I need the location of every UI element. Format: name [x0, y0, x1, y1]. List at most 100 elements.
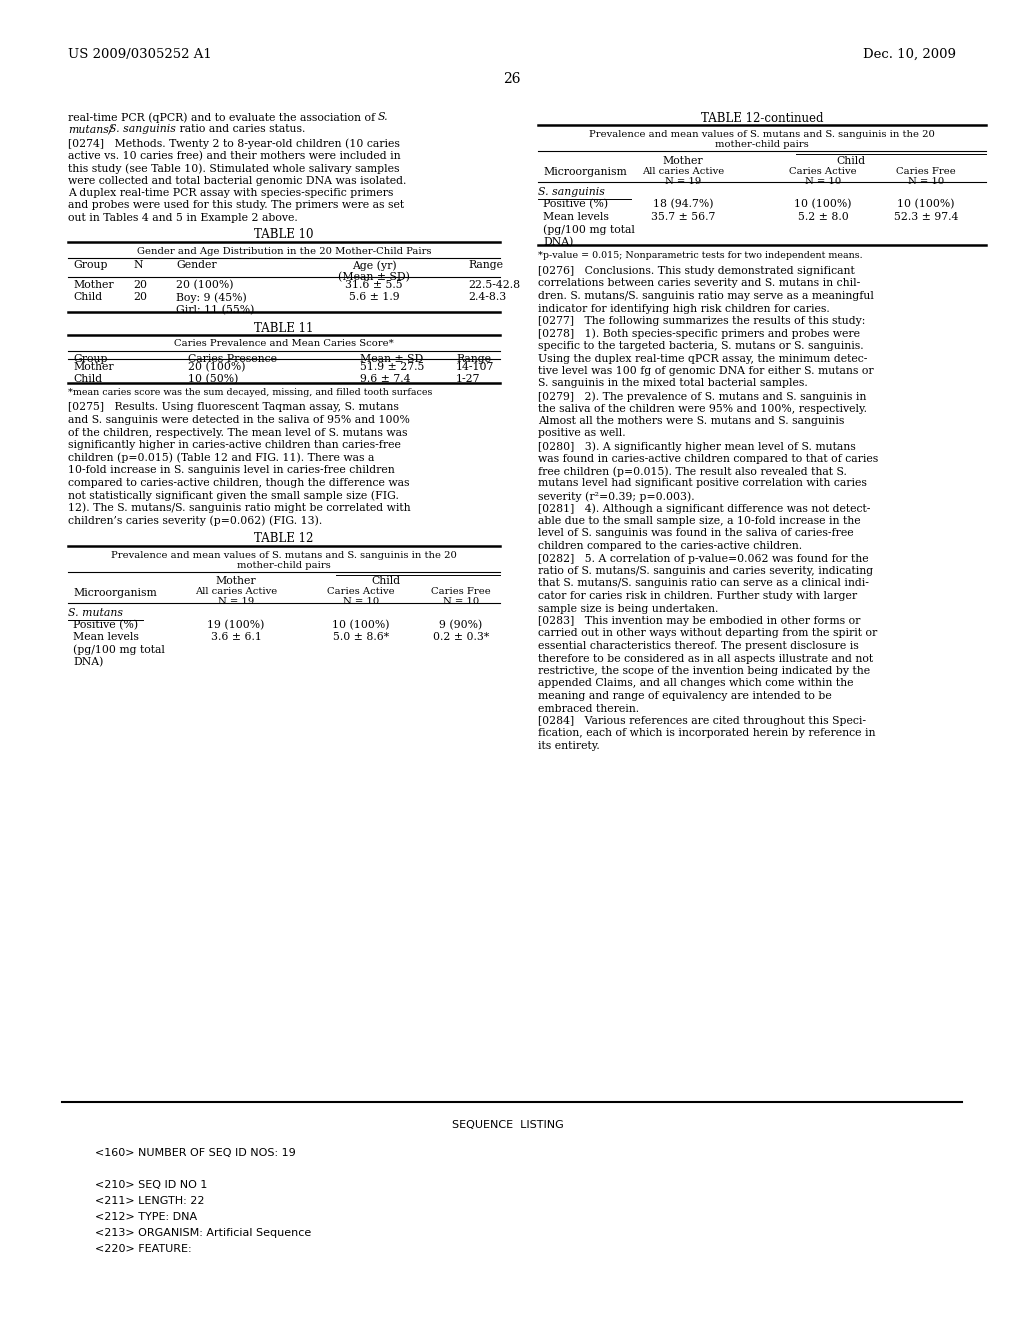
- Text: (Mean ± SD): (Mean ± SD): [338, 272, 410, 281]
- Text: (pg/100 mg total: (pg/100 mg total: [73, 644, 165, 655]
- Text: Child: Child: [73, 292, 102, 302]
- Text: cator for caries risk in children. Further study with larger: cator for caries risk in children. Furth…: [538, 591, 857, 601]
- Text: children’s caries severity (p=0.062) (FIG. 13).: children’s caries severity (p=0.062) (FI…: [68, 515, 323, 525]
- Text: Mother: Mother: [73, 280, 114, 289]
- Text: [0281]   4). Although a significant difference was not detect-: [0281] 4). Although a significant differ…: [538, 503, 870, 513]
- Text: <212> TYPE: DNA: <212> TYPE: DNA: [95, 1212, 198, 1222]
- Text: ratio of S. mutans/S. sanguinis and caries severity, indicating: ratio of S. mutans/S. sanguinis and cari…: [538, 566, 873, 576]
- Text: ratio and caries status.: ratio and caries status.: [176, 124, 305, 135]
- Text: TABLE 11: TABLE 11: [254, 322, 313, 334]
- Text: Prevalence and mean values of S. mutans and S. sanguinis in the 20: Prevalence and mean values of S. mutans …: [589, 129, 935, 139]
- Text: Caries Presence: Caries Presence: [188, 354, 278, 363]
- Text: Girl: 11 (55%): Girl: 11 (55%): [176, 305, 254, 314]
- Text: Caries Free: Caries Free: [896, 168, 955, 176]
- Text: significantly higher in caries-active children than caries-free: significantly higher in caries-active ch…: [68, 440, 400, 450]
- Text: free children (p=0.015). The result also revealed that S.: free children (p=0.015). The result also…: [538, 466, 847, 477]
- Text: DNA): DNA): [73, 657, 103, 668]
- Text: 51.9 ± 27.5: 51.9 ± 27.5: [360, 362, 424, 371]
- Text: meaning and range of equivalency are intended to be: meaning and range of equivalency are int…: [538, 690, 831, 701]
- Text: 12). The S. mutans/S. sanguinis ratio might be correlated with: 12). The S. mutans/S. sanguinis ratio mi…: [68, 503, 411, 513]
- Text: not statistically significant given the small sample size (FIG.: not statistically significant given the …: [68, 490, 399, 500]
- Text: Mean ± SD: Mean ± SD: [360, 354, 423, 363]
- Text: 9 (90%): 9 (90%): [439, 619, 482, 630]
- Text: DNA): DNA): [543, 236, 573, 247]
- Text: Positive (%): Positive (%): [73, 619, 138, 630]
- Text: Caries Active: Caries Active: [790, 168, 857, 176]
- Text: <220> FEATURE:: <220> FEATURE:: [95, 1243, 191, 1254]
- Text: Range: Range: [456, 354, 490, 363]
- Text: S.: S.: [378, 112, 389, 121]
- Text: TABLE 10: TABLE 10: [254, 228, 313, 242]
- Text: Range: Range: [468, 260, 503, 271]
- Text: children (p=0.015) (Table 12 and FIG. 11). There was a: children (p=0.015) (Table 12 and FIG. 11…: [68, 453, 375, 463]
- Text: mother-child pairs: mother-child pairs: [238, 561, 331, 569]
- Text: was found in caries-active children compared to that of caries: was found in caries-active children comp…: [538, 454, 879, 463]
- Text: Child: Child: [73, 374, 102, 384]
- Text: mutans level had significant positive correlation with caries: mutans level had significant positive co…: [538, 479, 867, 488]
- Text: <213> ORGANISM: Artificial Sequence: <213> ORGANISM: Artificial Sequence: [95, 1228, 311, 1238]
- Text: 10 (100%): 10 (100%): [897, 199, 954, 210]
- Text: 10 (100%): 10 (100%): [795, 199, 852, 210]
- Text: real-time PCR (qPCR) and to evaluate the association of: real-time PCR (qPCR) and to evaluate the…: [68, 112, 379, 123]
- Text: 10 (100%): 10 (100%): [332, 619, 390, 630]
- Text: Gender and Age Distribution in the 20 Mother-Child Pairs: Gender and Age Distribution in the 20 Mo…: [137, 247, 431, 256]
- Text: able due to the small sample size, a 10-fold increase in the: able due to the small sample size, a 10-…: [538, 516, 860, 525]
- Text: dren. S. mutans/S. sanguinis ratio may serve as a meaningful: dren. S. mutans/S. sanguinis ratio may s…: [538, 290, 873, 301]
- Text: 26: 26: [503, 73, 521, 86]
- Text: [0274]   Methods. Twenty 2 to 8-year-old children (10 caries: [0274] Methods. Twenty 2 to 8-year-old c…: [68, 139, 400, 149]
- Text: [0282]   5. A correlation of p-value=0.062 was found for the: [0282] 5. A correlation of p-value=0.062…: [538, 553, 868, 564]
- Text: and S. sanguinis were detected in the saliva of 95% and 100%: and S. sanguinis were detected in the sa…: [68, 414, 410, 425]
- Text: 0.2 ± 0.3*: 0.2 ± 0.3*: [433, 632, 489, 642]
- Text: children compared to the caries-active children.: children compared to the caries-active c…: [538, 541, 802, 550]
- Text: Age (yr): Age (yr): [351, 260, 396, 271]
- Text: 31.6 ± 5.5: 31.6 ± 5.5: [345, 280, 402, 289]
- Text: All caries Active: All caries Active: [195, 587, 278, 597]
- Text: [0278]   1). Both species-specific primers and probes were: [0278] 1). Both species-specific primers…: [538, 329, 860, 339]
- Text: carried out in other ways without departing from the spirit or: carried out in other ways without depart…: [538, 628, 878, 639]
- Text: 20 (100%): 20 (100%): [188, 362, 246, 372]
- Text: 5.6 ± 1.9: 5.6 ± 1.9: [349, 292, 399, 302]
- Text: specific to the targeted bacteria, S. mutans or S. sanguinis.: specific to the targeted bacteria, S. mu…: [538, 341, 863, 351]
- Text: mutans/: mutans/: [68, 124, 113, 135]
- Text: N = 10: N = 10: [805, 177, 841, 186]
- Text: Mother: Mother: [663, 156, 703, 166]
- Text: All caries Active: All caries Active: [642, 168, 724, 176]
- Text: compared to caries-active children, though the difference was: compared to caries-active children, thou…: [68, 478, 410, 487]
- Text: active vs. 10 caries free) and their mothers were included in: active vs. 10 caries free) and their mot…: [68, 150, 400, 161]
- Text: 5.0 ± 8.6*: 5.0 ± 8.6*: [333, 632, 389, 642]
- Text: its entirety.: its entirety.: [538, 741, 600, 751]
- Text: fication, each of which is incorporated herein by reference in: fication, each of which is incorporated …: [538, 729, 876, 738]
- Text: [0279]   2). The prevalence of S. mutans and S. sanguinis in: [0279] 2). The prevalence of S. mutans a…: [538, 391, 866, 401]
- Text: Mother: Mother: [216, 577, 256, 586]
- Text: 10-fold increase in S. sanguinis level in caries-free children: 10-fold increase in S. sanguinis level i…: [68, 465, 394, 475]
- Text: 10 (50%): 10 (50%): [188, 374, 239, 384]
- Text: Dec. 10, 2009: Dec. 10, 2009: [863, 48, 956, 61]
- Text: Almost all the mothers were S. mutans and S. sanguinis: Almost all the mothers were S. mutans an…: [538, 416, 845, 426]
- Text: N = 19: N = 19: [665, 177, 701, 186]
- Text: 52.3 ± 97.4: 52.3 ± 97.4: [894, 211, 958, 222]
- Text: S. mutans: S. mutans: [68, 607, 123, 618]
- Text: N = 10: N = 10: [343, 598, 379, 606]
- Text: 19 (100%): 19 (100%): [207, 619, 264, 630]
- Text: correlations between caries severity and S. mutans in chil-: correlations between caries severity and…: [538, 279, 860, 289]
- Text: 9.6 ± 7.4: 9.6 ± 7.4: [360, 374, 411, 384]
- Text: therefore to be considered as in all aspects illustrate and not: therefore to be considered as in all asp…: [538, 653, 873, 664]
- Text: out in Tables 4 and 5 in Example 2 above.: out in Tables 4 and 5 in Example 2 above…: [68, 213, 298, 223]
- Text: [0275]   Results. Using fluorescent Taqman assay, S. mutans: [0275] Results. Using fluorescent Taqman…: [68, 403, 399, 412]
- Text: [0280]   3). A significantly higher mean level of S. mutans: [0280] 3). A significantly higher mean l…: [538, 441, 856, 451]
- Text: Group: Group: [73, 354, 108, 363]
- Text: *mean caries score was the sum decayed, missing, and filled tooth surfaces: *mean caries score was the sum decayed, …: [68, 388, 432, 397]
- Text: [0276]   Conclusions. This study demonstrated significant: [0276] Conclusions. This study demonstra…: [538, 267, 855, 276]
- Text: 3.6 ± 6.1: 3.6 ± 6.1: [211, 632, 261, 642]
- Text: and probes were used for this study. The primers were as set: and probes were used for this study. The…: [68, 201, 404, 210]
- Text: A duplex real-time PCR assay with species-specific primers: A duplex real-time PCR assay with specie…: [68, 187, 393, 198]
- Text: <211> LENGTH: 22: <211> LENGTH: 22: [95, 1196, 205, 1206]
- Text: 20 (100%): 20 (100%): [176, 280, 233, 290]
- Text: <210> SEQ ID NO 1: <210> SEQ ID NO 1: [95, 1180, 208, 1191]
- Text: Caries Free: Caries Free: [431, 587, 490, 597]
- Text: TABLE 12: TABLE 12: [254, 532, 313, 545]
- Text: N: N: [133, 260, 142, 271]
- Text: TABLE 12-continued: TABLE 12-continued: [700, 112, 823, 125]
- Text: Group: Group: [73, 260, 108, 271]
- Text: Mother: Mother: [73, 362, 114, 371]
